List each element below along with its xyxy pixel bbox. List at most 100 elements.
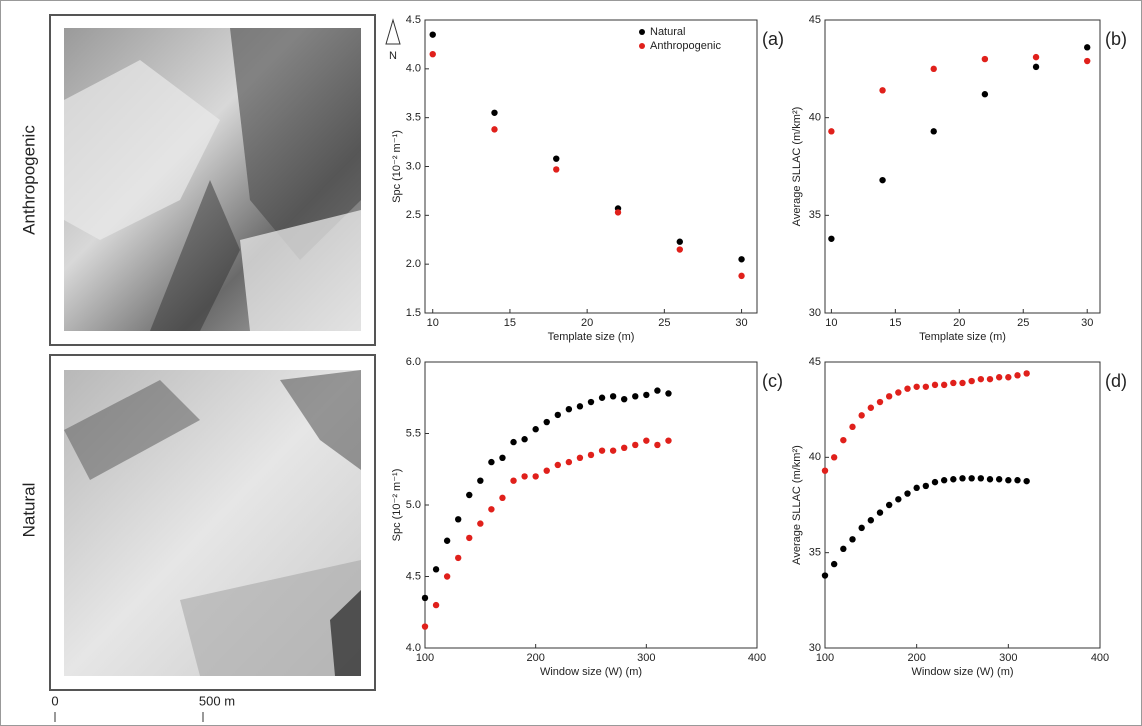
x-axis-title: Window size (W) (m) — [911, 666, 1013, 678]
point — [632, 393, 638, 399]
point — [895, 496, 901, 502]
plot-frame — [825, 20, 1100, 313]
point — [588, 452, 594, 458]
y-tick-label: 5.5 — [406, 427, 421, 439]
y-tick-label: 2.0 — [406, 258, 421, 270]
x-tick-label: 15 — [504, 317, 516, 329]
point — [677, 239, 683, 245]
point — [430, 51, 436, 57]
x-tick-label: 20 — [953, 317, 965, 329]
point — [987, 376, 993, 382]
y-tick-label: 1.5 — [406, 307, 421, 319]
point — [931, 66, 937, 72]
x-tick-label: 200 — [907, 652, 925, 664]
x-tick-label: 400 — [1091, 652, 1109, 664]
point — [1033, 54, 1039, 60]
point — [913, 485, 919, 491]
y-tick-label: 4.0 — [406, 63, 421, 75]
point — [433, 602, 439, 608]
point — [599, 395, 605, 401]
x-tick-label: 15 — [889, 317, 901, 329]
x-tick-label: 10 — [825, 317, 837, 329]
point — [1084, 58, 1090, 64]
y-tick-label: 4.5 — [406, 14, 421, 26]
point — [950, 476, 956, 482]
legend-marker — [639, 29, 645, 35]
y-tick-label: 2.5 — [406, 209, 421, 221]
point — [828, 236, 834, 242]
point — [654, 442, 660, 448]
point — [510, 477, 516, 483]
point — [654, 387, 660, 393]
point — [822, 572, 828, 578]
x-tick-label: 30 — [1081, 317, 1093, 329]
point — [665, 437, 671, 443]
point — [555, 462, 561, 468]
point — [444, 573, 450, 579]
point — [968, 378, 974, 384]
panel-label: (c) — [762, 371, 783, 391]
x-tick-label: 25 — [1017, 317, 1029, 329]
point — [521, 436, 527, 442]
legend-label: Anthropogenic — [650, 40, 721, 52]
point — [510, 439, 516, 445]
point — [488, 459, 494, 465]
point — [978, 376, 984, 382]
point — [877, 399, 883, 405]
point — [913, 384, 919, 390]
point — [466, 535, 472, 541]
point — [996, 476, 1002, 482]
point — [931, 128, 937, 134]
point — [858, 412, 864, 418]
y-tick-label: 35 — [809, 209, 821, 221]
point — [923, 384, 929, 390]
point — [491, 126, 497, 132]
point — [858, 525, 864, 531]
point — [422, 623, 428, 629]
figure: Anthropogenic Natural N 0 500 m 10152025… — [0, 0, 1142, 726]
point — [968, 475, 974, 481]
point — [738, 256, 744, 262]
point — [996, 374, 1002, 380]
x-tick-label: 300 — [637, 652, 655, 664]
y-tick-label: 35 — [809, 547, 821, 559]
x-axis-title: Window size (W) (m) — [540, 666, 642, 678]
point — [879, 177, 885, 183]
map-label: Natural — [19, 483, 38, 538]
point — [877, 509, 883, 515]
point — [499, 495, 505, 501]
point — [466, 492, 472, 498]
y-axis-title: Average SLLAC (m/km²) — [791, 107, 803, 227]
point — [840, 546, 846, 552]
point — [987, 476, 993, 482]
x-tick-label: 20 — [581, 317, 593, 329]
y-axis-title: Average SLLAC (m/km²) — [791, 445, 803, 565]
point — [430, 31, 436, 37]
point — [822, 467, 828, 473]
point — [840, 437, 846, 443]
point — [677, 246, 683, 252]
point — [610, 447, 616, 453]
point — [455, 555, 461, 561]
point — [959, 475, 965, 481]
point — [615, 209, 621, 215]
point — [923, 483, 929, 489]
y-tick-label: 5.0 — [406, 499, 421, 511]
point — [488, 506, 494, 512]
point — [422, 595, 428, 601]
y-tick-label: 6.0 — [406, 356, 421, 368]
point — [433, 566, 439, 572]
plot-frame — [425, 20, 757, 313]
point — [950, 380, 956, 386]
y-tick-label: 40 — [809, 451, 821, 463]
point — [444, 538, 450, 544]
point — [665, 390, 671, 396]
scale-label: 0 — [51, 693, 58, 708]
point — [1014, 372, 1020, 378]
point — [599, 447, 605, 453]
point — [849, 536, 855, 542]
y-tick-label: 30 — [809, 307, 821, 319]
point — [544, 467, 550, 473]
point — [1023, 478, 1029, 484]
point — [831, 561, 837, 567]
